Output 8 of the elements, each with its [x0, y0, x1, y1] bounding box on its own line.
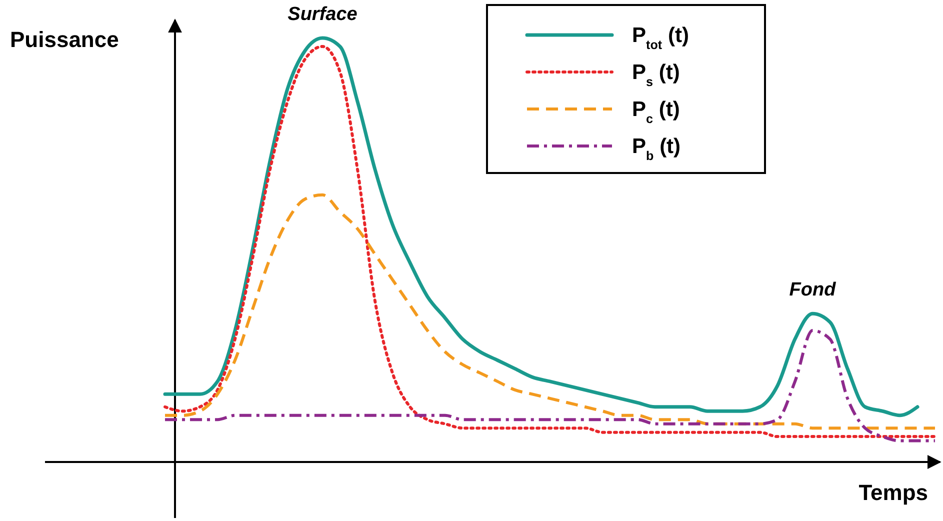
legend-label: P$_{b}$(t) [632, 135, 681, 163]
legend-label: P$_{tot}$(t) [632, 24, 689, 52]
legend-label: P$_{s}$(t) [632, 61, 680, 89]
x-axis-title: Temps [858, 480, 928, 505]
y-axis-title: Puissance [10, 27, 119, 52]
legend-label: P$_{c}$(t) [632, 98, 680, 126]
text: Surface [288, 4, 358, 25]
annotation: Fond [789, 280, 836, 301]
